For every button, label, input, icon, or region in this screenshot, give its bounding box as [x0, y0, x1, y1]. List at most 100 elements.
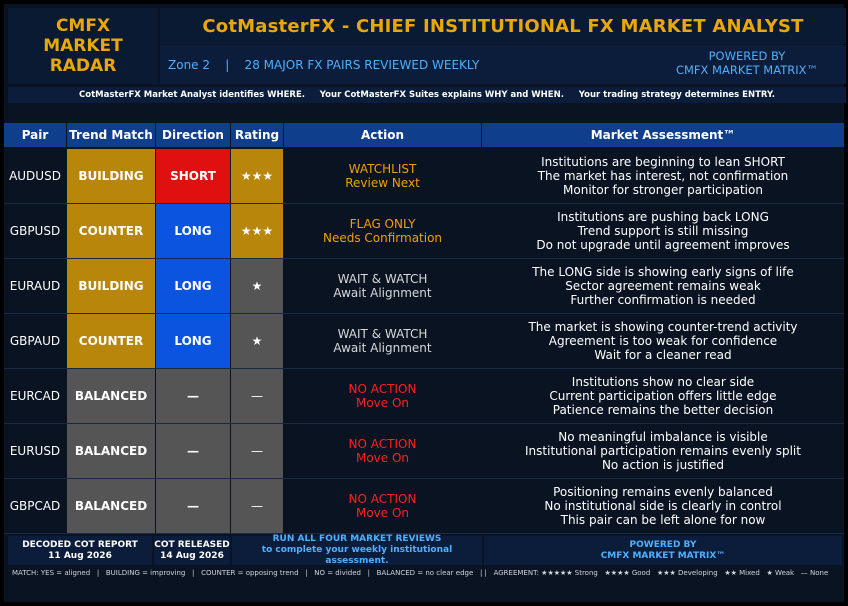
rating-stars: —: [251, 389, 263, 403]
pair-cell: EURCAD: [4, 369, 66, 423]
trend-match-cell: BALANCED: [67, 479, 155, 533]
header-rating: Rating: [231, 123, 283, 147]
direction-label: SHORT: [170, 169, 216, 183]
header-trend-match: Trend Match: [67, 123, 155, 147]
action-cell: NO ACTION Move On: [284, 424, 481, 478]
pair-label: EURCAD: [10, 389, 60, 403]
pair-cell: GBPUSD: [4, 204, 66, 258]
pair-cell: EURAUD: [4, 259, 66, 313]
trend-match-label: BUILDING: [78, 169, 144, 183]
rating-stars: ★: [251, 279, 263, 293]
pair-cell: EURUSD: [4, 424, 66, 478]
action-cell: WAIT & WATCH Await Alignment: [284, 314, 481, 368]
footer-decoded-date: 11 Aug 2026: [48, 550, 112, 561]
trend-match-cell: BUILDING: [67, 149, 155, 203]
header-pair: Pair: [4, 123, 66, 147]
powered-by: POWERED BY CMFX MARKET MATRIX™: [676, 49, 818, 77]
direction-cell: —: [156, 369, 230, 423]
pair-cell: AUDUSD: [4, 149, 66, 203]
direction-label: LONG: [174, 334, 212, 348]
pair-label: GBPUSD: [9, 224, 61, 238]
rating-stars: —: [251, 499, 263, 513]
action-cell: WATCHLIST Review Next: [284, 149, 481, 203]
assessment-cell: The LONG side is showing early signs of …: [482, 259, 844, 313]
rating-cell: ★★★: [231, 149, 283, 203]
assessment-line: Sector agreement remains weak: [565, 279, 761, 293]
pair-cell: GBPAUD: [4, 314, 66, 368]
assessment-line: Institutions are beginning to lean SHORT: [541, 155, 785, 169]
trend-match-label: COUNTER: [78, 334, 144, 348]
direction-cell: —: [156, 424, 230, 478]
assessment-line: No meaningful imbalance is visible: [558, 430, 768, 444]
direction-label: —: [187, 499, 199, 513]
action-cell: WAIT & WATCH Await Alignment: [284, 259, 481, 313]
row-divider: [4, 478, 844, 479]
footer-released-date: 14 Aug 2026: [160, 550, 224, 561]
info-banner: CotMasterFX Market Analyst identifies WH…: [8, 87, 846, 103]
assessment-line: Current participation offers little edge: [549, 389, 777, 403]
rating-cell: —: [231, 479, 283, 533]
rating-cell: ★: [231, 314, 283, 368]
footer-released-label: COT RELEASED: [154, 539, 230, 550]
rating-stars: —: [251, 444, 263, 458]
direction-label: LONG: [174, 279, 212, 293]
row-divider: [4, 423, 844, 424]
header-action: Action: [284, 123, 481, 147]
assessment-line: Agreement is too weak for confidence: [548, 334, 778, 348]
action-sublabel: Await Alignment: [333, 341, 432, 355]
rating-stars: ★★★: [240, 169, 274, 183]
assessment-line: Further confirmation is needed: [570, 293, 756, 307]
header-direction: Direction: [156, 123, 230, 147]
direction-label: —: [187, 389, 199, 403]
assessment-line: Wait for a cleaner read: [594, 348, 732, 362]
action-cell: FLAG ONLY Needs Confirmation: [284, 204, 481, 258]
pair-label: AUDUSD: [9, 169, 61, 183]
rating-cell: ★★★: [231, 204, 283, 258]
trend-match-label: COUNTER: [78, 224, 144, 238]
subtitle-bar: Zone 2 | 28 MAJOR FX PAIRS REVIEWED WEEK…: [160, 45, 846, 84]
assessment-cell: The market is showing counter-trend acti…: [482, 314, 844, 368]
row-divider: [4, 203, 844, 204]
assessment-cell: Institutions show no clear side Current p…: [482, 369, 844, 423]
action-label: NO ACTION: [348, 437, 417, 451]
trend-match-label: BALANCED: [74, 444, 148, 458]
assessment-cell: Institutions are pushing back LONG Trend …: [482, 204, 844, 258]
action-label: WATCHLIST: [348, 162, 417, 176]
footer-powered: POWERED BY CMFX MARKET MATRIX™: [484, 536, 842, 565]
logo: CMFX MARKET RADAR: [8, 8, 158, 84]
assessment-line: This pair can be left alone for now: [560, 513, 766, 527]
assessment-line: Institutional participation remains even…: [525, 444, 801, 458]
assessment-cell: No meaningful imbalance is visible Instit…: [482, 424, 844, 478]
trend-match-cell: BALANCED: [67, 369, 155, 423]
footer-run-line1: RUN ALL FOUR MARKET REVIEWS: [272, 534, 442, 544]
pair-label: EURAUD: [9, 279, 61, 293]
action-sublabel: Await Alignment: [333, 286, 432, 300]
logo-line2: MARKET RADAR: [43, 36, 123, 76]
assessment-line: No action is justified: [601, 458, 725, 472]
assessment-line: The market is showing counter-trend acti…: [528, 320, 798, 334]
assessment-line: Institutions are pushing back LONG: [557, 210, 769, 224]
dashboard-frame: CMFX MARKET RADAR CotMasterFX - CHIEF IN…: [4, 4, 846, 602]
footer-decoded: DECODED COT REPORT 11 Aug 2026: [8, 536, 152, 565]
pair-label: GBPAUD: [9, 334, 61, 348]
rating-cell: —: [231, 369, 283, 423]
rating-cell: —: [231, 424, 283, 478]
direction-label: LONG: [174, 224, 212, 238]
assessment-line: The LONG side is showing early signs of …: [532, 265, 794, 279]
action-label: FLAG ONLY: [349, 217, 416, 231]
action-sublabel: Move On: [355, 451, 410, 465]
subtitle: Zone 2 | 28 MAJOR FX PAIRS REVIEWED WEEK…: [168, 57, 480, 72]
action-label: NO ACTION: [348, 382, 417, 396]
action-label: NO ACTION: [348, 492, 417, 506]
rating-stars: ★★★: [240, 224, 274, 238]
row-divider: [4, 533, 844, 534]
assessment-cell: Positioning remains evenly balanced No in…: [482, 479, 844, 533]
action-sublabel: Needs Confirmation: [322, 231, 443, 245]
trend-match-cell: BUILDING: [67, 259, 155, 313]
assessment-line: Monitor for stronger participation: [563, 183, 763, 197]
assessment-cell: Institutions are beginning to lean SHORT…: [482, 149, 844, 203]
footer-released: COT RELEASED 14 Aug 2026: [154, 536, 230, 565]
rating-stars: ★: [251, 334, 263, 348]
footer-decoded-label: DECODED COT REPORT: [22, 539, 138, 550]
header-assessment: Market Assessment™: [482, 123, 844, 147]
